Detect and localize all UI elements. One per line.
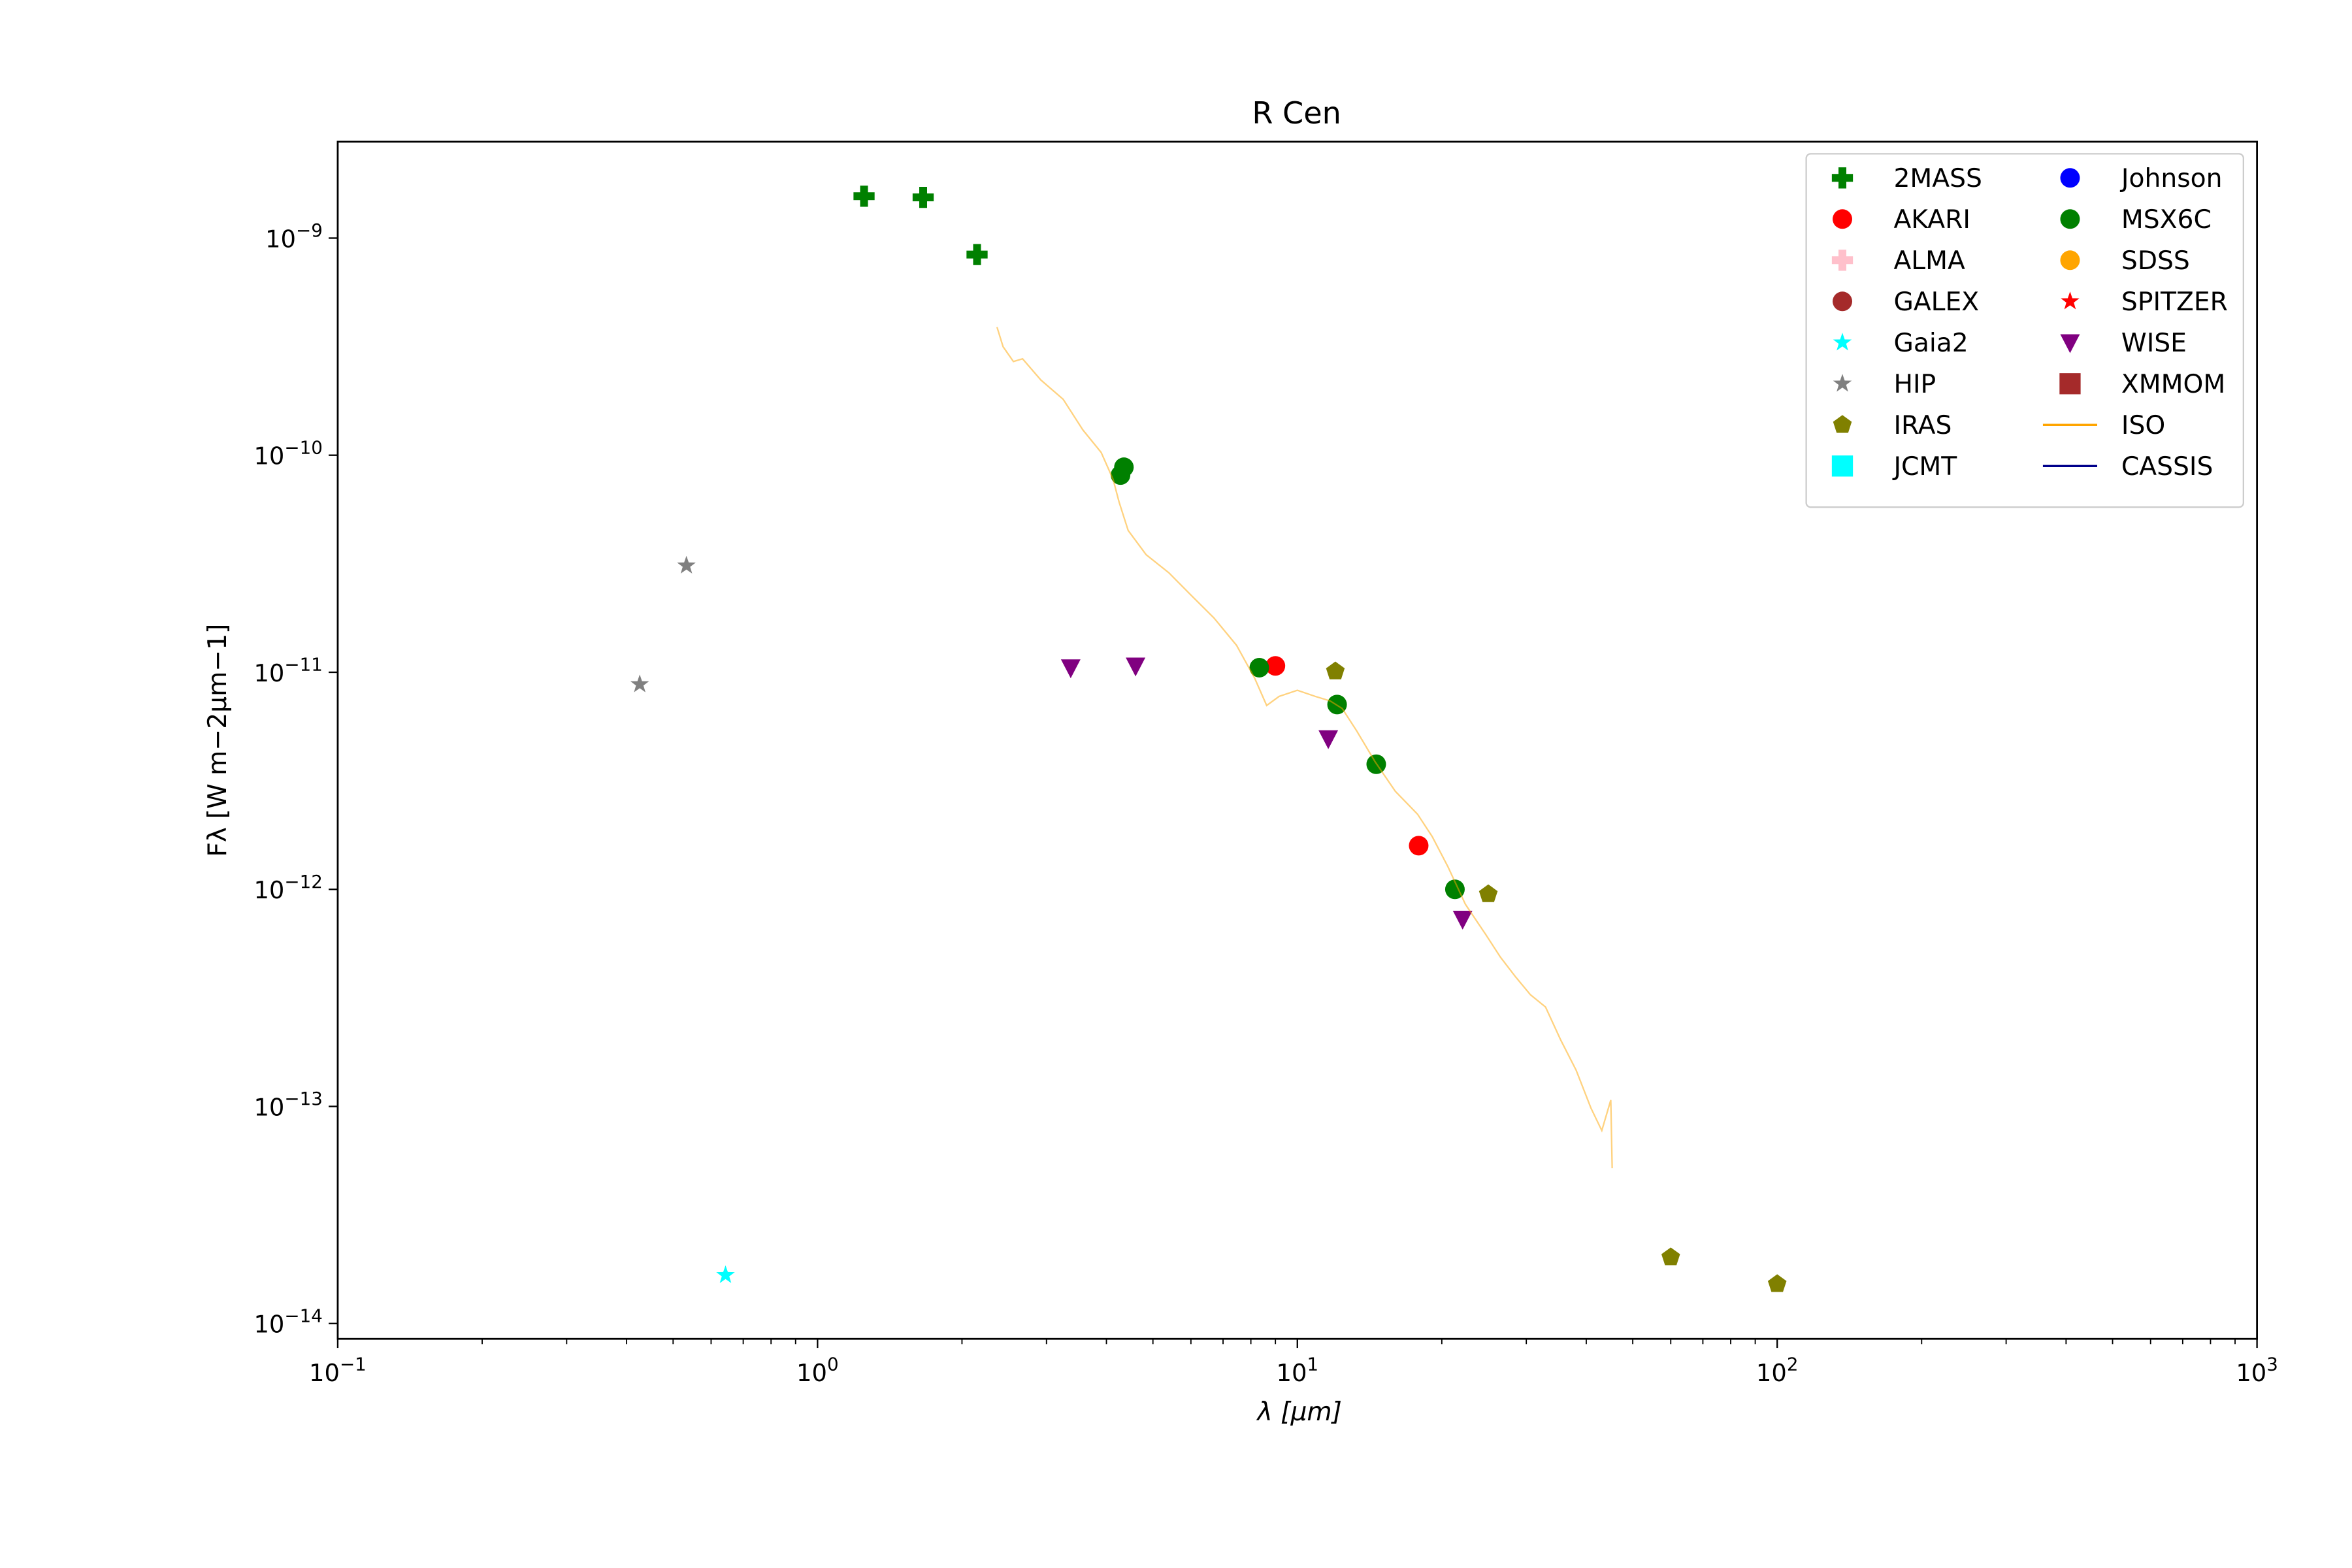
legend-label: WISE [2121,329,2187,358]
legend: 2MASS AKARI ALMA GALEX Gaia2 HIP IRAS JCMT Johns… [1805,153,2244,508]
legend-marker [2061,291,2080,310]
data-point [966,244,988,265]
y-tick-label: 10−14 [253,1305,322,1338]
legend-label: 2MASS [1893,164,1982,193]
legend-marker [1833,374,1852,392]
data-point [677,555,696,574]
chart-title: R Cen [1252,95,1341,131]
data-point [1326,661,1345,679]
data-point [853,186,875,207]
legend-label: CASSIS [2121,452,2213,482]
legend-marker [2060,250,2080,270]
data-point [1249,657,1269,678]
y-axis-label: Fλ [W m−2μm−1] [203,624,233,857]
x-tick-label: 103 [2236,1354,2278,1387]
legend-label: JCMT [1891,452,1957,482]
y-tick-label: 10−11 [253,654,322,687]
legend-marker [1833,333,1852,351]
data-point [1318,730,1339,749]
data-point [716,1265,735,1283]
legend-marker [1831,455,1854,477]
x-tick-label: 10−1 [309,1354,367,1387]
data-point [1126,657,1146,677]
y-tick-label: 10−13 [253,1088,322,1121]
legend-label: Johnson [2119,164,2223,193]
legend-label: AKARI [1893,205,1970,235]
data-point [1452,910,1473,930]
series-line [996,327,1613,1169]
legend-label: SPITZER [2121,287,2228,317]
data-point [1445,879,1465,900]
data-point [1767,1274,1787,1292]
data-point [630,674,649,693]
legend-marker [2060,334,2080,353]
data-point [912,187,934,208]
x-tick-label: 102 [1756,1354,1799,1387]
y-tick-label: 10−10 [253,436,322,470]
legend-box [1805,153,2244,508]
data-point [1661,1247,1680,1266]
x-tick-label: 101 [1276,1354,1318,1387]
x-tick-label: 100 [796,1354,839,1387]
legend-marker [1833,291,1852,312]
legend-marker [1831,250,1854,271]
legend-label: Gaia2 [1893,329,1968,358]
data-point [1266,656,1286,676]
legend-marker [2060,209,2080,229]
legend-label: ISO [2121,411,2165,440]
data-point [1409,836,1429,856]
y-tick-label: 10−9 [265,220,323,253]
data-point [1111,465,1131,485]
data-point [1478,884,1498,902]
legend-marker [1831,167,1854,189]
legend-label: SDSS [2121,246,2190,276]
legend-marker [1833,209,1852,229]
legend-label: ALMA [1893,246,1965,276]
legend-label: MSX6C [2121,205,2212,235]
legend-marker [2059,373,2081,395]
legend-label: IRAS [1893,411,1952,440]
legend-label: GALEX [1893,287,1979,317]
plot-area [630,186,1787,1292]
legend-marker [2060,168,2080,188]
data-point [1060,659,1081,679]
legend-label: HIP [1893,370,1936,399]
legend-marker [1833,415,1852,433]
x-axis-label: λ [μm] [1256,1397,1342,1427]
y-tick-label: 10−12 [253,871,322,904]
legend-label: XMMOM [2121,370,2225,399]
